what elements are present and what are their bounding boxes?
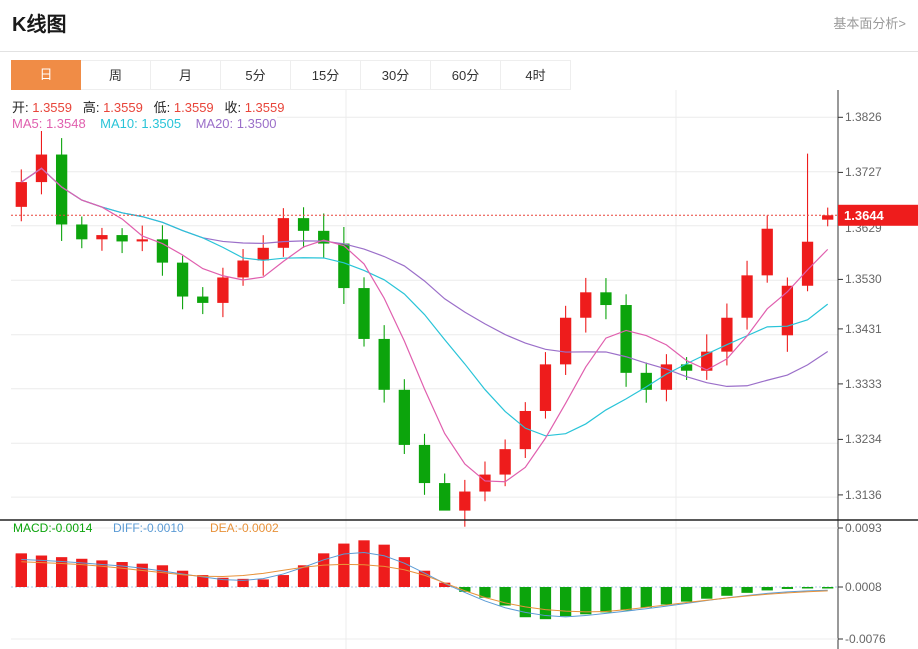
svg-text:1.3234: 1.3234 (845, 432, 882, 446)
svg-text:0.0008: 0.0008 (845, 580, 882, 594)
svg-text:1.3431: 1.3431 (845, 322, 882, 336)
svg-text:1.3530: 1.3530 (845, 272, 882, 286)
svg-text:1.3644: 1.3644 (844, 208, 885, 223)
svg-text:-0.0076: -0.0076 (845, 632, 886, 646)
svg-text:1.3136: 1.3136 (845, 488, 882, 502)
svg-text:1.3727: 1.3727 (845, 165, 882, 179)
svg-text:0.0093: 0.0093 (845, 521, 882, 535)
svg-text:1.3826: 1.3826 (845, 110, 882, 124)
svg-text:1.3333: 1.3333 (845, 377, 882, 391)
